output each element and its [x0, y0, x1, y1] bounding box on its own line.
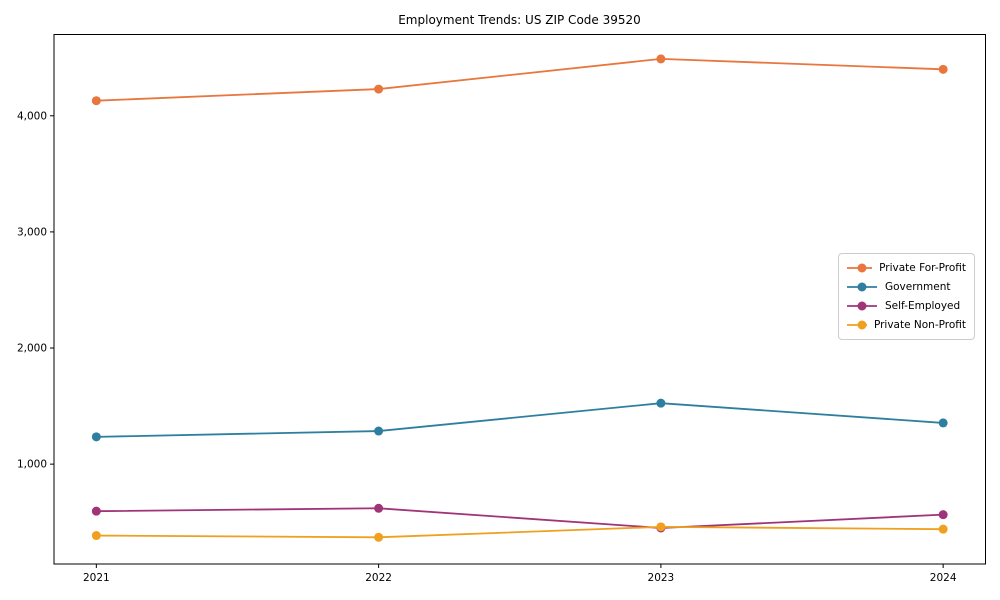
data-point-self-employed: [938, 510, 948, 520]
data-point-self-employed: [91, 506, 101, 516]
line-series-private-for-profit: [96, 57, 944, 102]
data-point-private-non-profit: [374, 532, 384, 542]
legend-label-private-non-profit: Private Non-Profit: [873, 318, 966, 331]
data-point-private-non-profit: [938, 524, 948, 534]
chart-title: Employment Trends: US ZIP Code 39520: [398, 13, 641, 27]
x-axis-tick-label: 2024: [930, 572, 957, 584]
data-point-private-non-profit: [656, 522, 666, 532]
data-point-self-employed: [374, 503, 384, 513]
data-point-government: [374, 426, 384, 436]
data-point-private-for-profit: [91, 96, 101, 106]
data-point-government: [938, 418, 948, 428]
data-point-private-for-profit: [374, 84, 384, 94]
legend-item-government: Government: [846, 278, 966, 297]
data-point-government: [91, 432, 101, 442]
legend-item-self-employed: Self-Employed: [846, 297, 966, 316]
line-series-government: [96, 402, 944, 438]
x-axis-tick-label: 2023: [648, 572, 675, 584]
data-point-private-non-profit: [91, 531, 101, 541]
legend-label-self-employed: Self-Employed: [885, 299, 961, 312]
data-point-private-for-profit: [938, 64, 948, 74]
legend-marker-government: [847, 282, 877, 292]
line-series-self-employed: [96, 507, 944, 529]
line-series-private-non-profit: [96, 525, 944, 539]
x-axis-tick-label: 2022: [365, 572, 392, 584]
legend-marker-self-employed: [847, 301, 877, 311]
legend-label-private-for-profit: Private For-Profit: [879, 262, 966, 275]
legend-dot: [857, 301, 867, 311]
legend-label-government: Government: [885, 281, 951, 294]
data-point-private-for-profit: [656, 54, 666, 64]
x-axis-tick-label: 2021: [83, 572, 110, 584]
legend-marker-private-non-profit: [847, 320, 867, 330]
y-axis-tick-label: 2,000: [17, 343, 47, 355]
legend-item-private-for-profit: Private For-Profit: [846, 259, 966, 278]
y-axis-tick-label: 4,000: [17, 110, 47, 122]
y-axis-tick-label: 1,000: [17, 459, 47, 471]
y-axis-tick-label: 3,000: [17, 226, 47, 238]
chart-legend: Private For-Profit Government Self-Employe…: [838, 253, 975, 340]
data-point-government: [656, 398, 666, 408]
legend-dot: [857, 282, 867, 292]
axes-spines: [53, 34, 986, 565]
legend-marker-private-for-profit: [847, 263, 873, 273]
legend-dot: [857, 263, 867, 273]
legend-item-private-non-profit: Private Non-Profit: [846, 315, 966, 334]
legend-dot: [857, 320, 867, 330]
